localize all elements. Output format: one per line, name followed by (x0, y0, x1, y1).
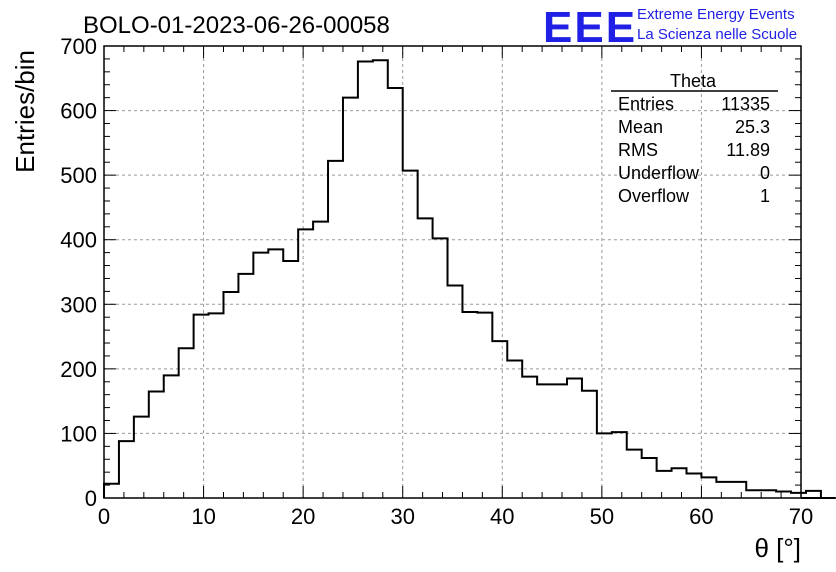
histogram-bin (223, 292, 238, 498)
histogram-bin (119, 441, 134, 498)
histogram-bin (492, 341, 507, 498)
x-tick-label: 10 (191, 504, 215, 529)
histogram-bin (298, 229, 313, 498)
histogram-bin (328, 161, 343, 498)
stats-box: Theta Entries 11335 Mean 25.3 RMS 11.89 Underf… (611, 71, 778, 206)
y-tick-label: 400 (60, 228, 97, 253)
histogram-bin (373, 60, 388, 498)
x-tick-label: 70 (789, 504, 813, 529)
x-tick-label: 0 (98, 504, 110, 529)
histogram-bin (238, 274, 253, 498)
histogram-outline (103, 59, 836, 499)
y-tick-label: 700 (60, 34, 97, 59)
stats-title: Theta (670, 71, 717, 91)
stats-row-label: Mean (618, 117, 663, 137)
y-tick-label: 0 (85, 486, 97, 511)
eee-logo-line2: La Scienza nelle Scuole (637, 26, 797, 43)
histogram-bin (134, 417, 149, 498)
histogram-bin (627, 450, 642, 498)
x-tick-label: 60 (689, 504, 713, 529)
histogram-bin (403, 171, 418, 498)
histogram-bin (313, 222, 328, 498)
eee-logo-mark: EEE (543, 3, 637, 52)
y-axis-label: Entries/bin (10, 50, 40, 173)
histogram-bin (746, 490, 761, 498)
histogram-bin (806, 491, 821, 498)
histogram-bin (582, 391, 597, 498)
histogram-bin (209, 313, 224, 498)
plot-frame (103, 45, 802, 499)
histogram-bin (149, 391, 164, 498)
histogram-bin (657, 471, 672, 498)
histogram-bin (253, 253, 268, 498)
stats-row-value: 1 (760, 186, 770, 206)
histogram-bin (194, 315, 209, 498)
histogram-bin (448, 286, 463, 498)
stats-row-label: Entries (618, 94, 674, 114)
histogram-bin (701, 477, 716, 498)
x-tick-label: 30 (390, 504, 414, 529)
histogram-bin (537, 384, 552, 498)
histogram-bin (716, 482, 731, 498)
histogram-bin (358, 61, 373, 498)
y-tick-label: 200 (60, 357, 97, 382)
stats-row-value: 25.3 (735, 117, 770, 137)
stats-row-value: 11335 (721, 94, 770, 114)
stats-row-label: Underflow (618, 163, 700, 183)
histogram-bin (104, 484, 119, 498)
histogram-bin (433, 238, 448, 498)
x-tick-label: 50 (590, 504, 614, 529)
y-tick-label: 500 (60, 163, 97, 188)
histogram-bin (761, 490, 776, 498)
eee-logo-line1: Extreme Energy Events (637, 6, 795, 23)
histogram-bin (612, 432, 627, 498)
histogram-bin (477, 313, 492, 498)
x-axis-label: θ [°] (754, 533, 801, 563)
eee-logo: EEE Extreme Energy Events La Scienza nel… (543, 3, 797, 52)
y-tick-label: 600 (60, 99, 97, 124)
histogram-bin (522, 377, 537, 498)
histogram-bin (686, 473, 701, 498)
chart-title: BOLO-01-2023-06-26-00058 (83, 12, 390, 39)
histogram-bin (418, 218, 433, 498)
x-tick-label: 40 (490, 504, 514, 529)
histogram-bin (283, 261, 298, 498)
stats-row-value: 0 (760, 163, 770, 183)
histogram-bin (462, 312, 477, 498)
stats-row-label: Overflow (618, 186, 690, 206)
histogram-bin (597, 433, 612, 498)
stats-row-label: RMS (618, 140, 658, 160)
histogram-bin (552, 384, 567, 498)
histogram-bin (164, 375, 179, 498)
histogram-bin (567, 379, 582, 498)
x-tick-label: 20 (291, 504, 315, 529)
histogram-bin (507, 360, 522, 498)
y-tick-label: 300 (60, 292, 97, 317)
stats-row-value: 11.89 (726, 140, 770, 160)
histogram-bin (731, 482, 746, 498)
histogram-bin (179, 348, 194, 498)
histogram-bin (268, 249, 283, 498)
histogram-bin (642, 458, 657, 498)
histogram-bin (672, 468, 687, 498)
histogram-bin (388, 88, 403, 498)
histogram-bin (343, 98, 358, 498)
y-tick-label: 100 (60, 421, 97, 446)
